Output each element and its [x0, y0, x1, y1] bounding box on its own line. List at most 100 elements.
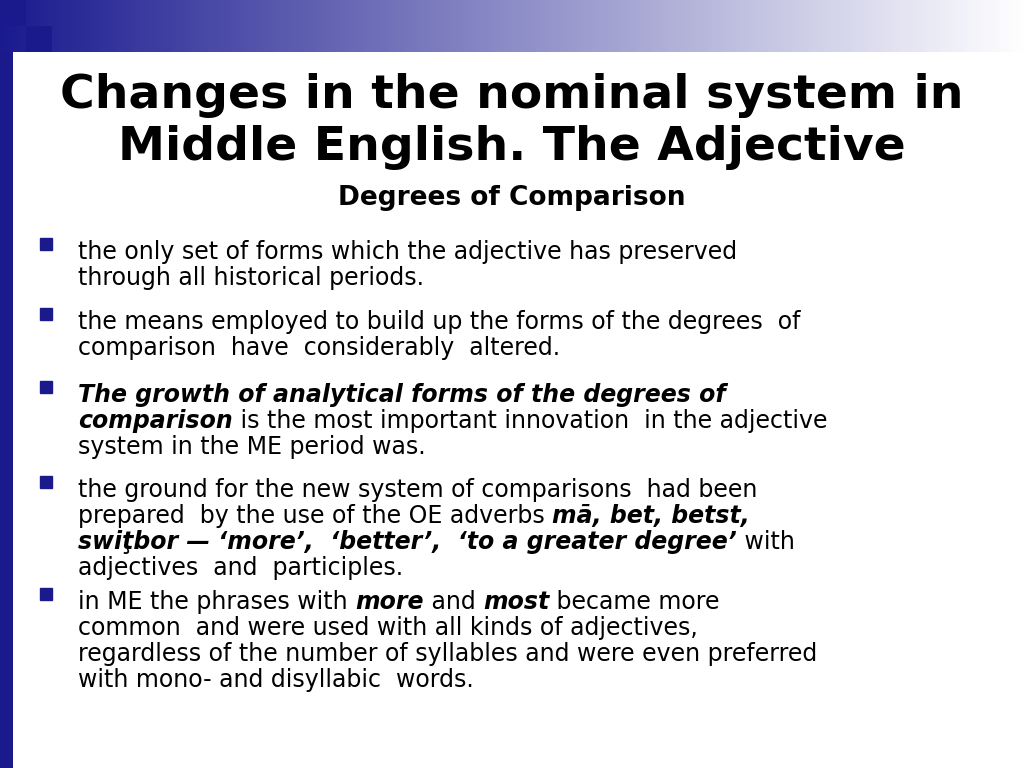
- Bar: [990, 0, 994, 52]
- Bar: [601, 0, 605, 52]
- Bar: [433, 0, 438, 52]
- Bar: [570, 0, 574, 52]
- Bar: [464, 0, 469, 52]
- Bar: [884, 0, 889, 52]
- Bar: [331, 0, 336, 52]
- Bar: [617, 0, 623, 52]
- Bar: [658, 0, 664, 52]
- Bar: [437, 0, 441, 52]
- Bar: [563, 0, 567, 52]
- Bar: [878, 0, 882, 52]
- Bar: [710, 0, 715, 52]
- Text: Middle English. The Adjective: Middle English. The Adjective: [118, 125, 906, 170]
- Bar: [28, 0, 32, 52]
- Bar: [161, 0, 165, 52]
- Bar: [10, 0, 14, 52]
- Bar: [263, 0, 267, 52]
- Bar: [58, 0, 62, 52]
- Text: most: most: [483, 590, 549, 614]
- Bar: [751, 0, 756, 52]
- Bar: [218, 0, 223, 52]
- Bar: [228, 0, 233, 52]
- Bar: [775, 0, 779, 52]
- Bar: [430, 0, 434, 52]
- Bar: [963, 0, 967, 52]
- Bar: [75, 0, 80, 52]
- Bar: [89, 0, 93, 52]
- Bar: [143, 0, 147, 52]
- Bar: [195, 0, 199, 52]
- Bar: [187, 0, 193, 52]
- Bar: [157, 0, 162, 52]
- Bar: [515, 0, 520, 52]
- Bar: [212, 0, 216, 52]
- Bar: [402, 0, 408, 52]
- Bar: [840, 0, 844, 52]
- Bar: [61, 0, 66, 52]
- Bar: [959, 0, 964, 52]
- Bar: [812, 0, 817, 52]
- Text: with: with: [736, 530, 795, 554]
- Bar: [857, 0, 861, 52]
- Bar: [413, 0, 418, 52]
- Bar: [1014, 0, 1018, 52]
- Bar: [611, 0, 615, 52]
- Bar: [246, 0, 250, 52]
- Bar: [171, 0, 175, 52]
- Bar: [488, 0, 493, 52]
- Bar: [758, 0, 762, 52]
- Bar: [474, 0, 479, 52]
- Text: The growth of analytical forms of the degrees of: The growth of analytical forms of the de…: [78, 383, 726, 407]
- Bar: [338, 0, 342, 52]
- Bar: [686, 0, 690, 52]
- Bar: [99, 0, 103, 52]
- Bar: [540, 0, 544, 52]
- Text: prepared  by the use of the OE adverbs: prepared by the use of the OE adverbs: [78, 504, 552, 528]
- Bar: [407, 0, 411, 52]
- Bar: [768, 0, 772, 52]
- Bar: [809, 0, 813, 52]
- Bar: [478, 0, 482, 52]
- Bar: [898, 0, 902, 52]
- Bar: [310, 0, 315, 52]
- Bar: [280, 0, 285, 52]
- Text: Degrees of Comparison: Degrees of Comparison: [338, 185, 686, 211]
- Bar: [829, 0, 834, 52]
- Bar: [13, 0, 18, 52]
- Bar: [819, 0, 823, 52]
- Bar: [232, 0, 237, 52]
- Bar: [427, 0, 431, 52]
- Bar: [881, 0, 885, 52]
- Bar: [532, 0, 537, 52]
- Bar: [38, 0, 42, 52]
- Bar: [72, 0, 76, 52]
- Bar: [901, 0, 905, 52]
- Bar: [110, 0, 114, 52]
- Bar: [730, 0, 735, 52]
- Bar: [908, 0, 912, 52]
- Bar: [522, 0, 526, 52]
- Bar: [492, 0, 496, 52]
- Bar: [440, 0, 444, 52]
- Bar: [788, 0, 793, 52]
- Bar: [707, 0, 711, 52]
- Bar: [663, 0, 667, 52]
- Bar: [932, 0, 936, 52]
- Text: common  and were used with all kinds of adjectives,: common and were used with all kinds of a…: [78, 616, 697, 640]
- Bar: [420, 0, 424, 52]
- Bar: [826, 0, 830, 52]
- Bar: [509, 0, 513, 52]
- Bar: [484, 0, 489, 52]
- Bar: [243, 0, 247, 52]
- Bar: [822, 0, 827, 52]
- Bar: [249, 0, 254, 52]
- Bar: [816, 0, 820, 52]
- Bar: [471, 0, 475, 52]
- Bar: [140, 0, 144, 52]
- Bar: [307, 0, 311, 52]
- Bar: [744, 0, 749, 52]
- Bar: [945, 0, 950, 52]
- Bar: [666, 0, 670, 52]
- Bar: [556, 0, 561, 52]
- Bar: [27, 26, 52, 52]
